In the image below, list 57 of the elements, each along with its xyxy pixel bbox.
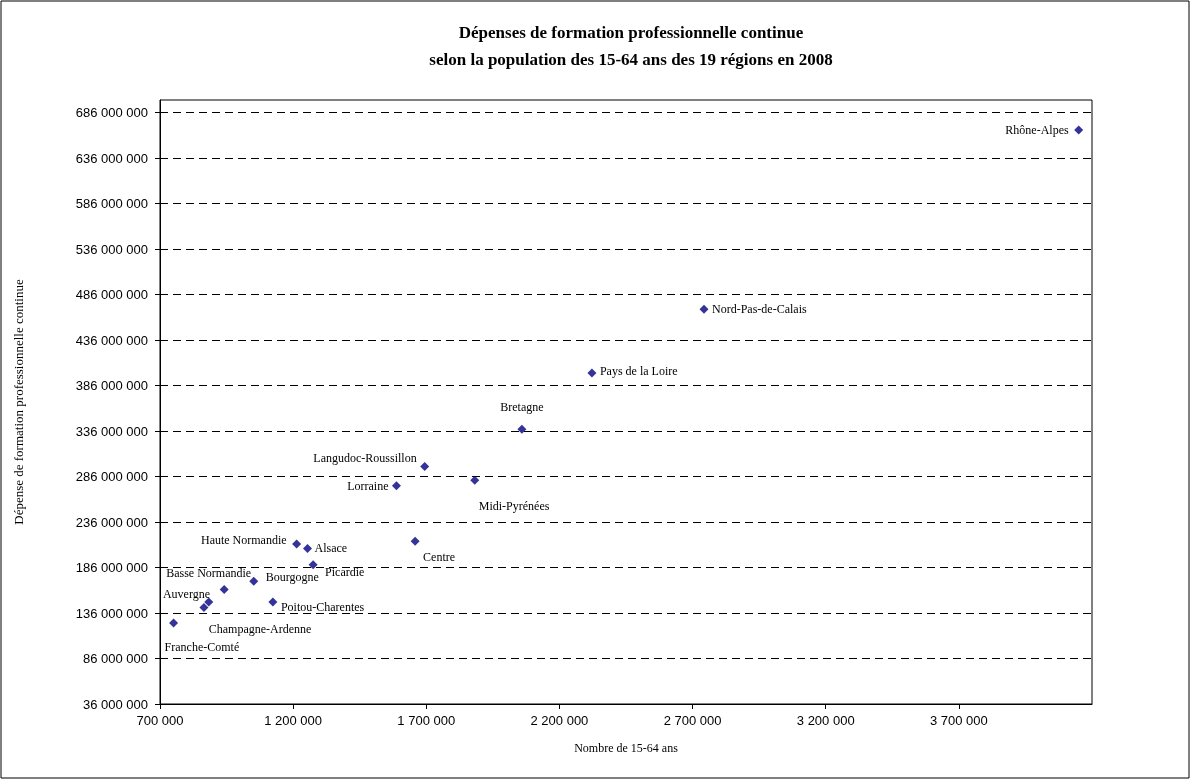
x-axis-title: Nombre de 15-64 ans (574, 741, 679, 755)
point (308, 560, 318, 570)
point (517, 424, 527, 434)
point (470, 475, 480, 485)
annotation: Haute Normandie (200, 532, 287, 547)
annotation: Champagne-Ardenne (208, 622, 312, 637)
point (410, 536, 420, 546)
y-tick-label: 36 000 000 (82, 696, 148, 712)
point (420, 462, 430, 472)
point (249, 576, 259, 586)
point (391, 481, 401, 491)
x-tick-label: 1 700 000 (397, 713, 456, 728)
point (1074, 125, 1084, 135)
point (587, 368, 597, 378)
x-tick-label: 2 700 000 (663, 713, 722, 728)
y-tick-label: 386 000 000 (75, 378, 148, 394)
annotation: Rhône-Alpes (1005, 123, 1070, 138)
y-tick-label: 86 000 000 (82, 651, 148, 667)
point (292, 539, 302, 549)
y-tick-label: 636 000 000 (75, 150, 148, 166)
point (169, 618, 179, 628)
chart-title: Dépenses de formation professionnelle continue selon la population des 15-64 ans des 19 régions en 2008 (429, 23, 833, 69)
y-tick-label: 686 000 000 (75, 105, 148, 121)
annotation: Bourgogne (265, 570, 319, 585)
annotation: Nord-Pas-de-Calais (712, 302, 807, 317)
point (699, 304, 709, 314)
annotation: Poitou-Charentes (280, 600, 365, 615)
point (268, 597, 278, 607)
x-tick-label: 3 200 000 (796, 713, 855, 728)
y-axis-title: Dépense de formation professionnelle continue (11, 279, 26, 525)
x-tick-label: 1 200 000 (264, 713, 323, 728)
annotation: Basse Normandie (166, 566, 252, 581)
annotation: Pays de la Loire (599, 363, 678, 378)
y-tick-label: 236 000 000 (75, 514, 148, 530)
annotation: Franche-Comté (164, 640, 240, 655)
x-tick-label: 700 000 (136, 713, 184, 728)
y-tick-label: 336 000 000 (75, 423, 148, 439)
annotation: Picardie (325, 564, 365, 579)
annotation: Lorraine (347, 478, 389, 493)
annotation: Langudoc-Roussillon (313, 450, 417, 465)
annotation: Midi-Pyrénées (478, 499, 550, 514)
annotation: Auvergne (162, 586, 211, 601)
y-tick-label: 286 000 000 (75, 469, 148, 485)
x-tick-label: 3 700 000 (929, 713, 988, 728)
annotation: Alsace (314, 541, 348, 556)
y-tick-label: 486 000 000 (75, 287, 148, 303)
annotation: Centre (423, 550, 456, 565)
point (199, 603, 209, 613)
y-tick-label: 536 000 000 (75, 241, 148, 257)
y-tick-label: 186 000 000 (75, 560, 148, 576)
x-tick-label: 2 200 000 (530, 713, 589, 728)
point (303, 543, 313, 553)
y-tick-label: 436 000 000 (75, 332, 148, 348)
point (219, 584, 229, 594)
y-tick-label: 136 000 000 (75, 605, 148, 621)
y-tick-label: 586 000 000 (75, 196, 148, 212)
annotation: Bretagne (500, 400, 544, 415)
